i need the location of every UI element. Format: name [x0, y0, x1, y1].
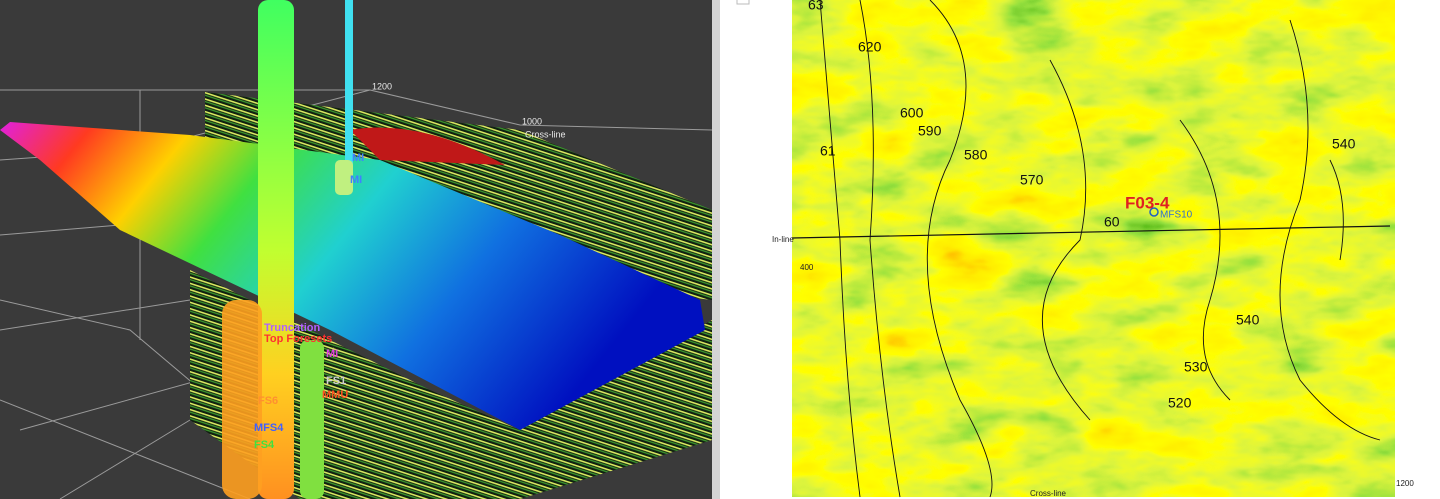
checkbox[interactable] [736, 0, 750, 5]
contour-label: 60 [1104, 214, 1120, 230]
well-symbol[interactable] [1149, 207, 1159, 217]
contour-label: 570 [1020, 172, 1044, 188]
well-log [222, 300, 262, 499]
inline-label: In-line [772, 235, 794, 244]
well-marker: MI [352, 152, 364, 164]
well-log-top [335, 160, 353, 195]
well-marker: MI [326, 348, 338, 360]
contour-label: 63 [808, 0, 824, 13]
horizon-surface [0, 122, 705, 430]
attribute-map [792, 0, 1395, 497]
view-3d: 1200 1000 Cross-line MI MI Truncation To… [0, 0, 713, 499]
axis-label: 1000 [522, 116, 542, 126]
contour-label: 590 [918, 123, 942, 139]
well-marker: MMU [322, 389, 348, 401]
well-marker: Top Foresets [264, 333, 332, 345]
axis-label: Cross-line [525, 129, 566, 139]
well-marker: FS6 [258, 395, 278, 407]
crossline-tick: 1200 [1396, 479, 1414, 488]
well-marker: FS1 [326, 375, 346, 387]
well-marker: MFS10 [1160, 210, 1193, 221]
horizon-patch [350, 127, 505, 165]
axis-label: 1200 [372, 81, 392, 91]
contour-label: 540 [1332, 136, 1356, 152]
well-trajectory-cyan [345, 0, 353, 190]
map-view: In-line 400 Cross-line 1200 63 620 600 5… [772, 0, 1414, 498]
panel-divider [712, 0, 720, 499]
contours [819, 0, 1381, 498]
contour-label: 580 [964, 147, 988, 163]
well-marker: MFS4 [254, 422, 284, 434]
well-marker: FS4 [254, 439, 275, 451]
well-name[interactable]: F03-4 [1125, 193, 1170, 212]
well-marker: Truncation [264, 322, 321, 334]
well-trajectory [258, 0, 294, 499]
contour-label: 540 [1236, 312, 1260, 328]
contour-label: 520 [1168, 395, 1192, 411]
contour-label: 600 [900, 105, 924, 121]
inline-line [791, 225, 1391, 239]
inline-tick: 400 [800, 263, 814, 272]
well-marker: MI [350, 174, 362, 186]
well-log-secondary [300, 340, 324, 499]
crossline-label: Cross-line [1030, 489, 1067, 498]
contour-label: 61 [820, 143, 836, 159]
contour-label: 530 [1184, 359, 1208, 375]
contour-label: 620 [858, 39, 882, 55]
